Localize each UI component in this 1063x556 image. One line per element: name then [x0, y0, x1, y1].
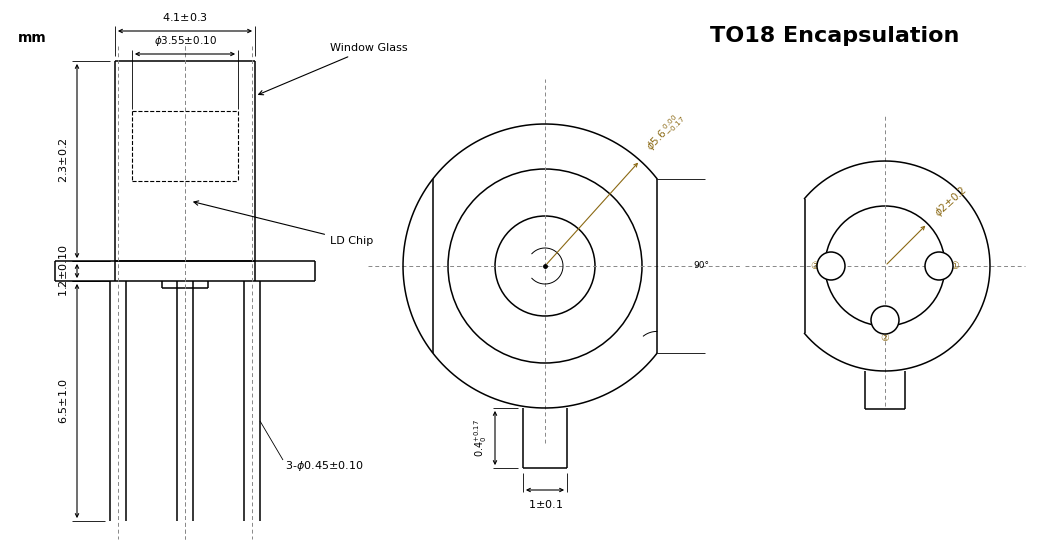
- Text: 2.3$\pm$0.2: 2.3$\pm$0.2: [57, 138, 69, 183]
- Text: ①: ①: [950, 261, 960, 271]
- Text: ②: ②: [880, 333, 890, 343]
- Text: 90°: 90°: [693, 261, 709, 270]
- Text: ③: ③: [811, 261, 820, 271]
- Text: 6.5$\pm$1.0: 6.5$\pm$1.0: [57, 378, 69, 424]
- Circle shape: [817, 252, 845, 280]
- Text: mm: mm: [18, 31, 47, 45]
- Text: 1.2$\pm$0.10: 1.2$\pm$0.10: [57, 245, 69, 297]
- Text: 1$\pm$0.1: 1$\pm$0.1: [527, 498, 562, 510]
- Text: 3-$\phi$0.45$\pm$0.10: 3-$\phi$0.45$\pm$0.10: [285, 459, 364, 473]
- Text: $\phi$3.55$\pm$0.10: $\phi$3.55$\pm$0.10: [153, 34, 217, 48]
- Circle shape: [871, 306, 899, 334]
- Text: LD Chip: LD Chip: [193, 201, 373, 246]
- Text: 4.1$\pm$0.3: 4.1$\pm$0.3: [163, 11, 208, 23]
- Text: $\phi$2$\pm$0.2: $\phi$2$\pm$0.2: [931, 183, 969, 220]
- Text: TO18 Encapsulation: TO18 Encapsulation: [710, 26, 960, 46]
- Circle shape: [925, 252, 954, 280]
- Text: $\phi$5.6$^{\ 0.00}_{-0.17}$: $\phi$5.6$^{\ 0.00}_{-0.17}$: [643, 110, 688, 156]
- Text: Window Glass: Window Glass: [258, 43, 407, 95]
- Text: 0.4$^{+0.17}_{0}$: 0.4$^{+0.17}_{0}$: [472, 419, 489, 457]
